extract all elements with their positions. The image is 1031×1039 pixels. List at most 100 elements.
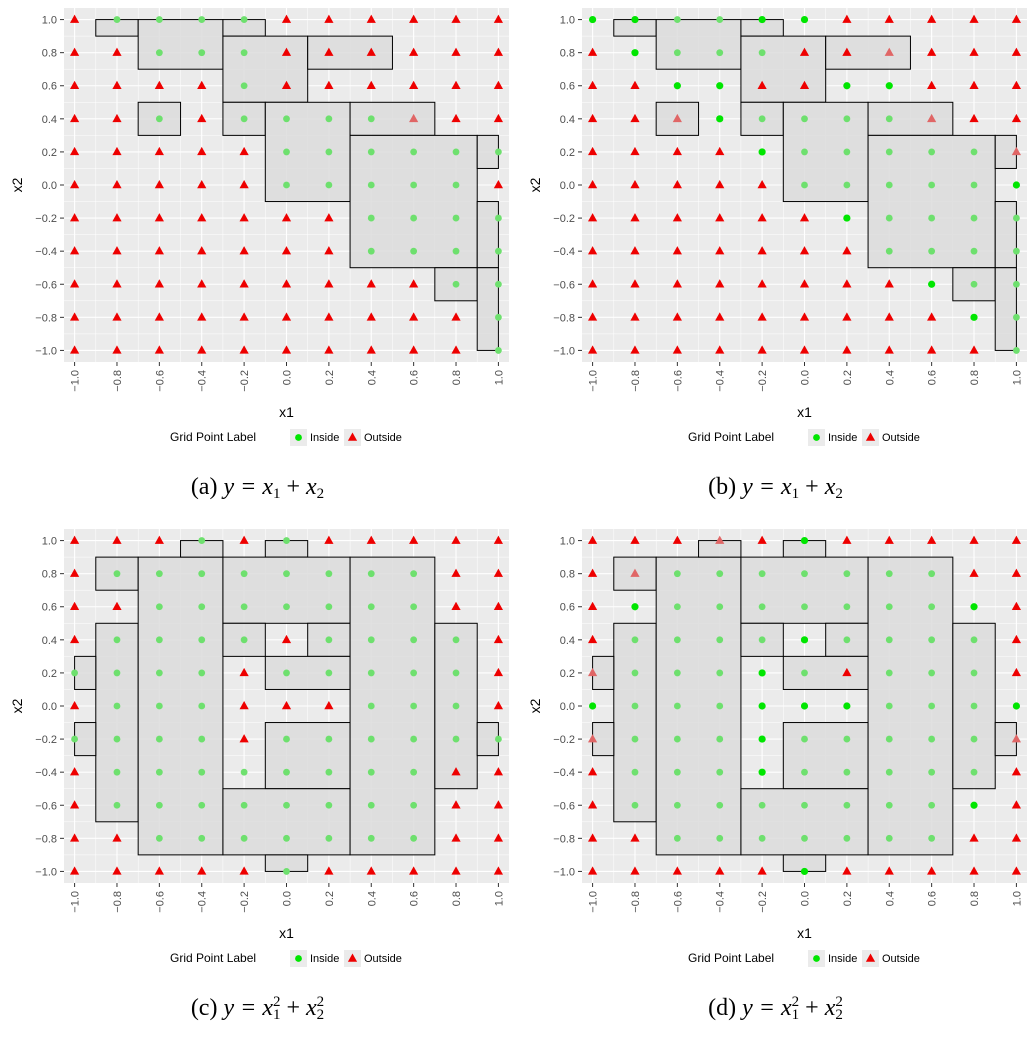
region-box [825,35,911,70]
region-box [137,556,224,856]
outside-point [239,535,249,544]
legend-label-inside: Inside [310,953,339,965]
outside-point [154,312,164,321]
inside-point [631,49,639,57]
legend-title: Grid Point Label [170,430,256,444]
inside-point [1012,181,1021,189]
inside-point [801,669,808,677]
outside-point [154,146,164,156]
outside-point [587,180,598,189]
outside-point [366,345,376,354]
inside-point [758,15,766,24]
outside-point [451,866,461,875]
inside-point [452,636,460,644]
outside-point [154,80,164,89]
x-tick-label: −1.0 [70,891,82,913]
y-tick-label: 0.0 [560,701,575,713]
inside-point [716,603,724,611]
x-tick-label: 0.4 [366,891,378,906]
region-box [476,267,499,351]
legend-key-inside [295,955,302,962]
y-tick-label: −1.0 [553,345,575,357]
outside-point [630,345,640,354]
x-tick-label: 1.0 [493,370,505,385]
inside-point [410,735,418,743]
inside-point [367,702,375,710]
inside-point [758,768,766,776]
inside-point [240,636,248,644]
outside-point [69,535,80,544]
inside-point [716,636,724,644]
outside-point [451,80,461,89]
x-axis-label: x1 [797,404,812,420]
inside-point [367,181,375,189]
outside-point [672,180,682,189]
outside-point [239,246,249,255]
inside-point [631,735,639,743]
outside-point [281,345,292,354]
outside-point [799,80,810,89]
outside-point [630,213,640,222]
inside-point [1013,313,1020,321]
outside-point [1011,734,1022,743]
x-tick-label: −0.4 [197,891,209,913]
outside-point [884,47,894,56]
outside-point [493,667,504,677]
inside-point [673,801,681,809]
legend-label-inside: Inside [310,432,339,444]
inside-point [970,280,978,288]
y-tick-label: −0.2 [553,213,575,225]
x-tick-label: −0.2 [239,891,251,913]
outside-point [281,312,292,321]
inside-point [410,834,418,842]
outside-point [969,833,979,842]
inside-point [452,702,460,710]
inside-point [283,603,290,611]
inside-point [758,570,766,578]
inside-point [716,49,724,57]
inside-point [240,16,248,23]
region-box [307,35,393,70]
legend-key-inside [295,434,302,441]
inside-point [283,801,290,809]
outside-point [630,279,640,288]
x-tick-label: 0.2 [842,370,854,385]
y-tick-label: 0.8 [42,569,57,581]
outside-point [757,80,767,89]
inside-point [452,669,460,677]
inside-point [495,735,502,743]
outside-point [799,312,810,321]
outside-point [799,213,810,222]
inside-point [631,768,639,776]
x-tick-label: 0.0 [800,891,812,906]
y-tick-label: −0.8 [35,833,57,845]
outside-point [493,767,504,776]
outside-point [715,345,725,354]
y-tick-label: 0.4 [42,114,57,126]
outside-point [493,568,504,577]
outside-point [842,866,852,875]
outside-point [112,80,122,89]
outside-point [587,47,598,56]
x-tick-label: −0.8 [630,370,642,392]
region-box [782,655,869,690]
region-box [740,556,869,624]
outside-point [112,312,122,321]
outside-point [927,866,937,875]
outside-point [1011,568,1022,577]
chart-panel-d: −1.0 −0.8 −0.6 −0.4 −0.2 0.0 0.2 0.4 0.6 0.8 1.0 1.… [518,521,1031,1039]
inside-point [155,669,163,677]
outside-point [715,312,725,321]
inside-point [325,834,333,842]
inside-point [367,768,375,776]
outside-point [324,47,334,56]
inside-point [367,247,375,255]
inside-point [367,214,375,222]
inside-point [325,570,333,578]
outside-point [672,535,682,544]
y-tick-label: −0.6 [553,800,575,812]
outside-point [197,345,207,354]
outside-point [197,279,207,288]
outside-point [366,80,376,89]
